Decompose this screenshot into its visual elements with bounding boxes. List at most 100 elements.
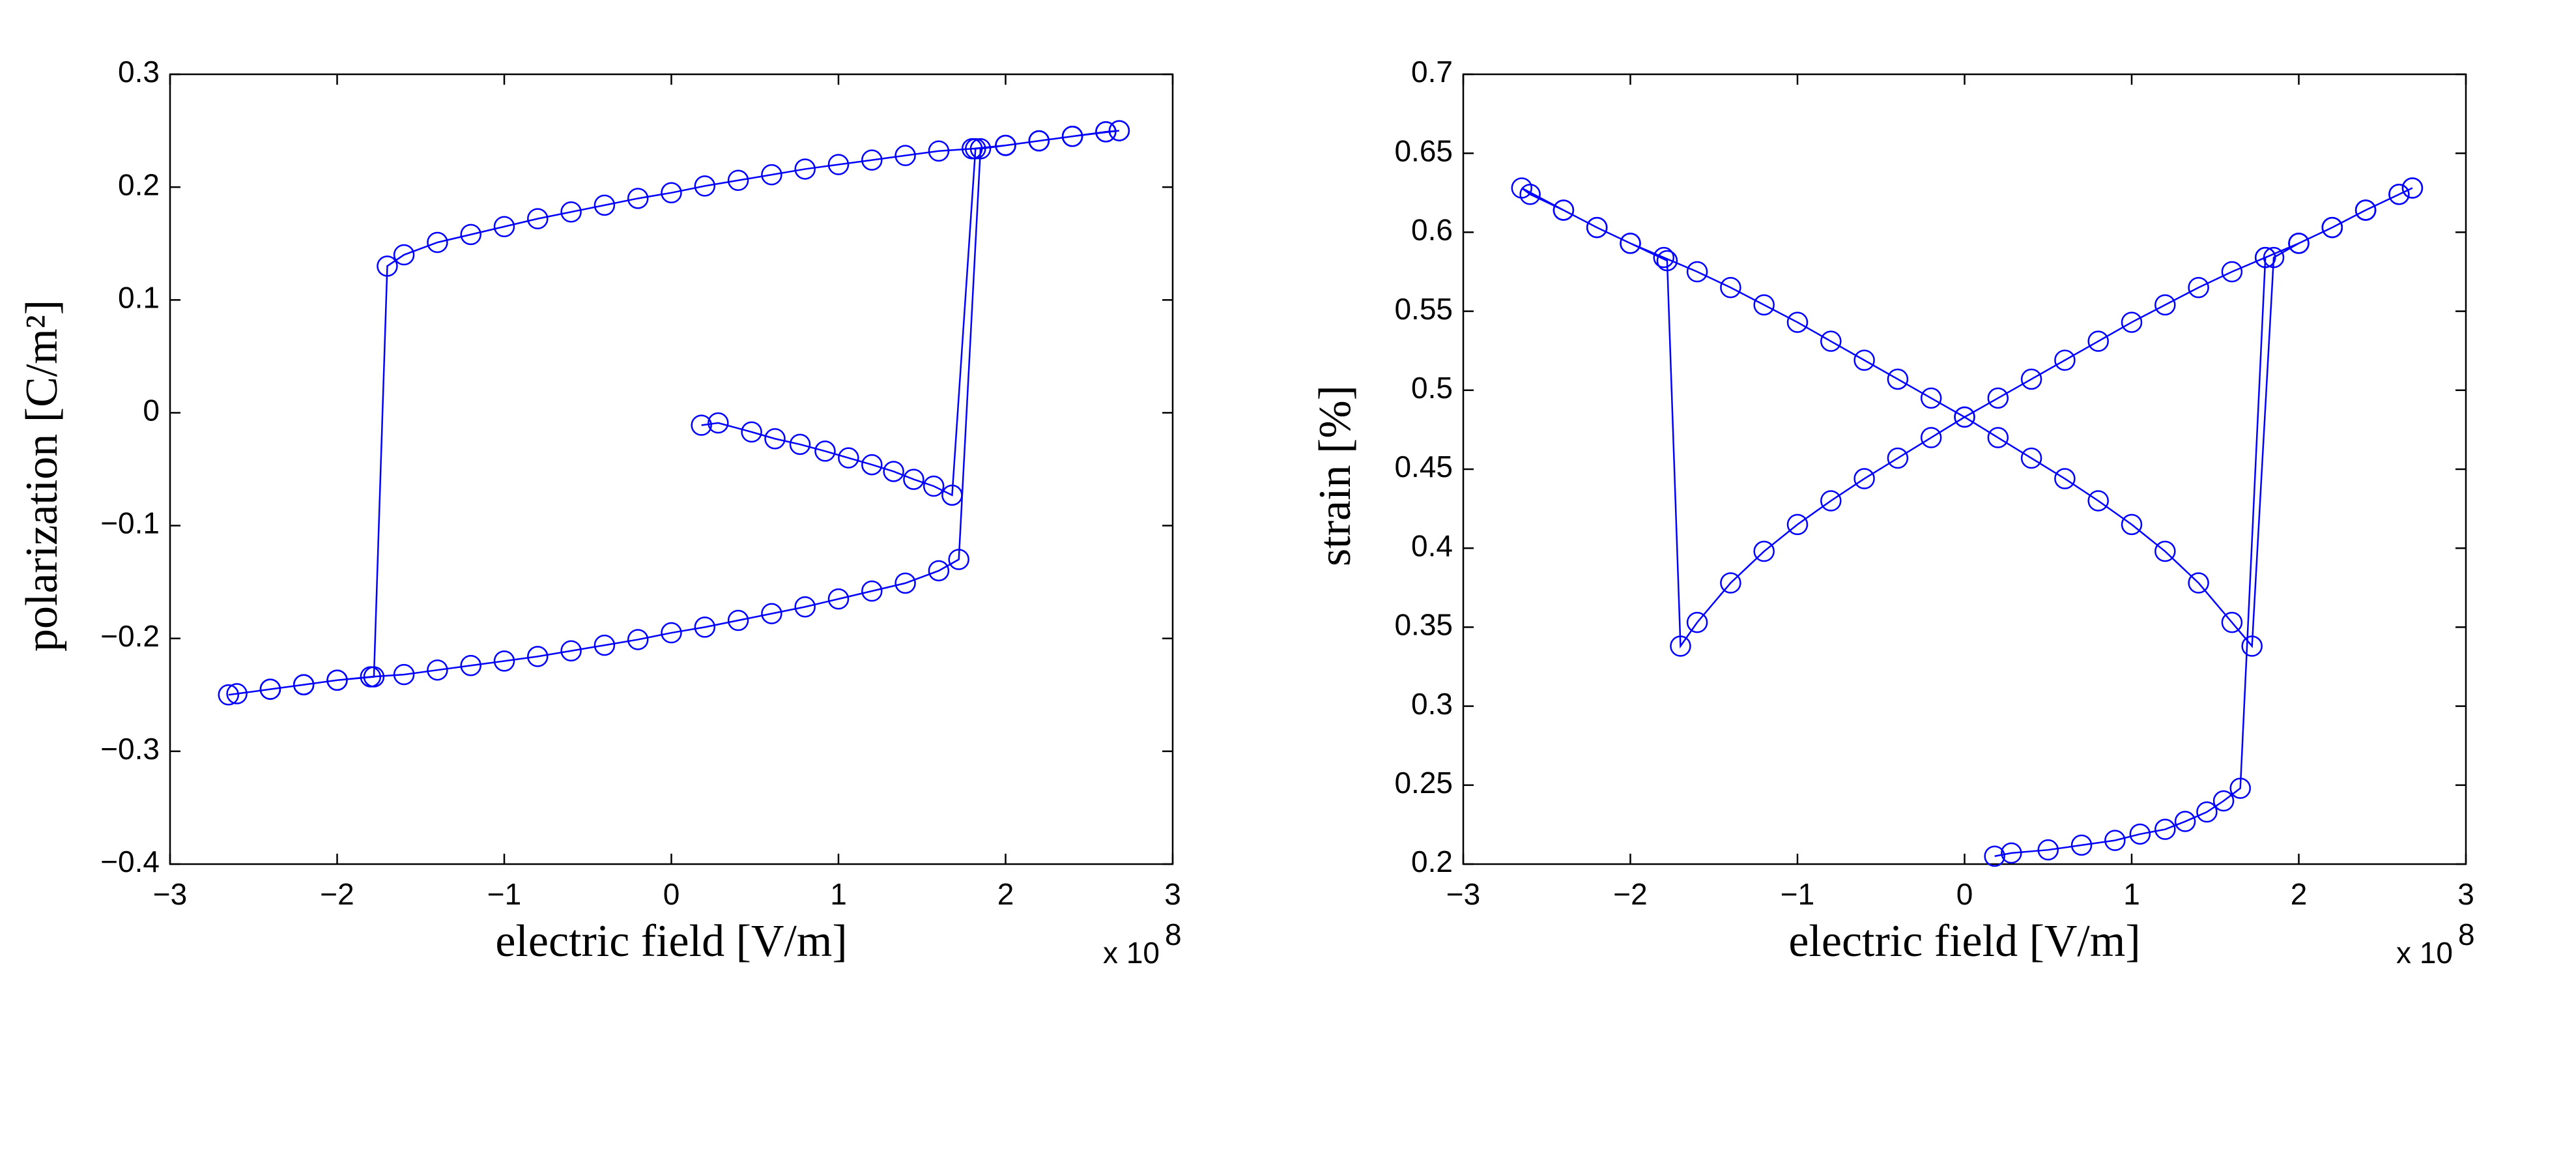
- data-point: [694, 175, 716, 197]
- data-point: [2221, 261, 2243, 283]
- data-point: [1820, 490, 1842, 512]
- data-point: [627, 629, 649, 650]
- data-point: [560, 640, 582, 662]
- data-point: [2241, 635, 2263, 657]
- data-point: [1753, 540, 1775, 562]
- data-point: [2001, 842, 2022, 864]
- data-point: [1720, 572, 1741, 594]
- data-point: [2121, 311, 2143, 333]
- data-point: [961, 138, 983, 160]
- data-point: [2188, 572, 2209, 594]
- x-tick-label: 2: [2291, 877, 2308, 911]
- y-tick-label: −0.1: [100, 506, 160, 540]
- y-tick-label: −0.3: [100, 732, 160, 766]
- data-point: [1670, 635, 1691, 657]
- x-tick-label: 3: [1164, 877, 1181, 911]
- data-point: [2087, 490, 2109, 512]
- y-tick-label: 0.35: [1394, 608, 1453, 642]
- data-point: [661, 622, 682, 644]
- data-point: [727, 609, 749, 631]
- data-point: [1686, 261, 1708, 283]
- data-point: [1954, 406, 1975, 428]
- data-line: [228, 130, 1120, 696]
- data-point: [427, 659, 448, 681]
- data-point: [941, 484, 963, 506]
- data-point: [761, 603, 782, 624]
- data-point: [2087, 330, 2109, 352]
- data-point: [1620, 233, 1641, 254]
- data-point: [2154, 294, 2176, 316]
- x-tick-label: −1: [487, 877, 521, 911]
- data-point: [460, 655, 481, 676]
- y-tick-label: 0.65: [1394, 134, 1453, 167]
- data-point: [727, 169, 749, 192]
- data-point: [1853, 349, 1875, 371]
- y-tick-label: −0.2: [100, 619, 160, 653]
- data-point: [1887, 368, 1909, 390]
- x-tick-label: −1: [1781, 877, 1814, 911]
- data-point: [969, 138, 992, 160]
- y-axis-label: strain [%]: [1310, 385, 1360, 566]
- data-point: [1887, 447, 1909, 469]
- data-point: [1511, 177, 1533, 199]
- data-point: [493, 216, 515, 237]
- data-point: [2254, 246, 2276, 268]
- x-multiplier: x 10: [2396, 936, 2453, 970]
- data-point: [2054, 349, 2076, 371]
- data-point: [1984, 845, 2005, 867]
- x-tick-label: 1: [830, 877, 847, 911]
- data-point: [789, 433, 811, 456]
- data-point: [527, 208, 549, 229]
- data-point: [1786, 311, 1809, 333]
- data-point: [2221, 611, 2243, 633]
- data-point: [2196, 801, 2218, 823]
- data-point: [2212, 790, 2235, 812]
- data-point: [691, 414, 712, 436]
- data-point: [594, 194, 616, 216]
- data-point: [326, 669, 348, 691]
- data-point: [2174, 811, 2196, 832]
- data-point: [2020, 368, 2042, 390]
- data-point: [2321, 216, 2343, 239]
- data-point: [883, 461, 904, 482]
- x-tick-label: 1: [2123, 877, 2140, 911]
- data-point: [1108, 120, 1130, 141]
- data-point: [1586, 216, 1608, 239]
- data-point: [1920, 387, 1942, 409]
- x-tick-label: 0: [663, 877, 680, 911]
- data-point: [2121, 514, 2143, 536]
- y-tick-label: 0.5: [1411, 371, 1453, 405]
- data-point: [627, 188, 649, 209]
- data-point: [259, 678, 281, 700]
- x-exponent: 8: [1165, 918, 1182, 951]
- data-point: [2188, 276, 2209, 298]
- data-point: [761, 164, 782, 186]
- data-point: [1653, 246, 1675, 268]
- data-point: [1753, 294, 1775, 316]
- data-point: [2401, 177, 2424, 199]
- data-point: [560, 201, 582, 223]
- x-tick-label: 2: [997, 877, 1014, 911]
- data-point: [1920, 427, 1942, 448]
- data-point: [2229, 777, 2251, 799]
- x-axis-label: electric field [V/m]: [1788, 916, 2140, 966]
- data-point: [928, 140, 950, 162]
- data-point: [377, 255, 398, 277]
- data-point: [894, 145, 916, 166]
- data-point: [995, 134, 1016, 156]
- axes-box: [1462, 73, 2467, 865]
- data-line: [1521, 187, 2413, 858]
- data-point: [2388, 183, 2410, 205]
- data-point: [2054, 468, 2076, 489]
- data-point: [2070, 834, 2093, 856]
- data-point: [360, 666, 382, 688]
- data-point: [741, 421, 762, 443]
- data-point: [1028, 130, 1050, 152]
- data-point: [1720, 276, 1741, 298]
- data-point: [1820, 330, 1842, 352]
- y-tick-label: 0.45: [1394, 450, 1453, 484]
- data-point: [1987, 427, 2009, 448]
- data-point: [928, 560, 950, 582]
- data-point: [2263, 246, 2285, 268]
